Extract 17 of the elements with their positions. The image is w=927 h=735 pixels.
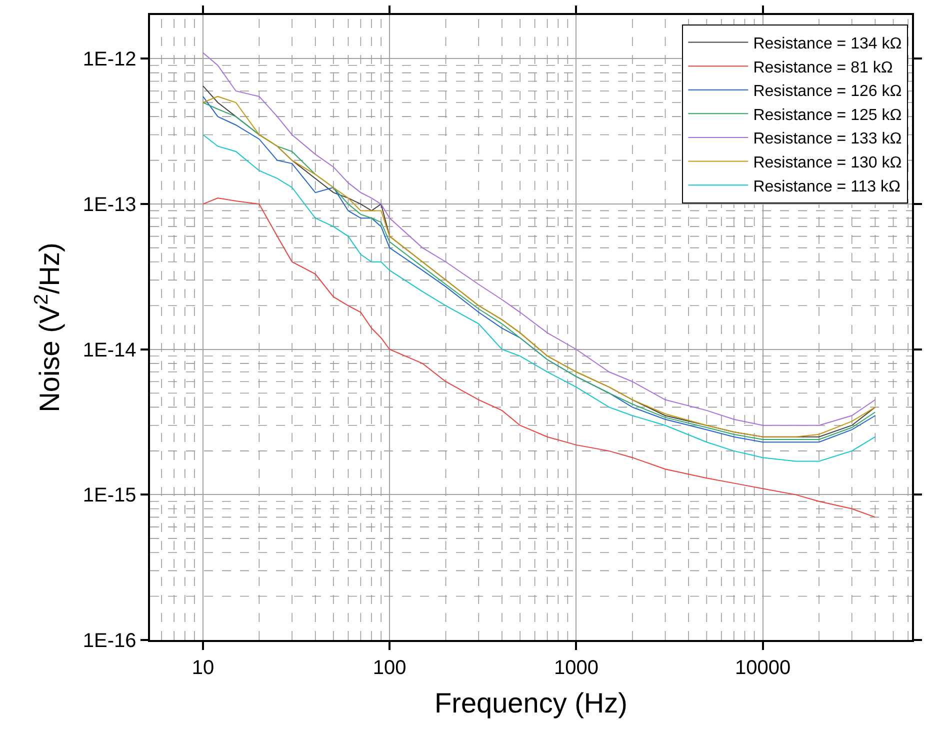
legend-label: Resistance = 126 kΩ — [753, 83, 902, 100]
x-axis-title: Frequency (Hz) — [434, 687, 628, 718]
legend-label: Resistance = 134 kΩ — [753, 36, 902, 53]
legend-label: Resistance = 133 kΩ — [753, 130, 902, 148]
x-tick-label: 100 — [372, 656, 406, 679]
x-tick-label: 10 — [192, 656, 214, 679]
y-tick-label: 1E-14 — [82, 339, 136, 362]
legend-label: Resistance = 130 kΩ — [753, 154, 902, 172]
y-tick-label: 1E-16 — [82, 630, 136, 652]
legend-label: Resistance = 81 kΩ — [753, 59, 893, 76]
y-tick-label: 1E-13 — [82, 194, 136, 216]
x-tick-label: 1000 — [554, 656, 598, 679]
y-tick-label: 1E-15 — [82, 484, 136, 507]
y-tick-label: 1E-12 — [82, 48, 136, 71]
legend-label: Resistance = 113 kΩ — [753, 178, 901, 196]
legend-label: Resistance = 125 kΩ — [753, 106, 902, 124]
x-tick-label: 10000 — [735, 656, 791, 679]
